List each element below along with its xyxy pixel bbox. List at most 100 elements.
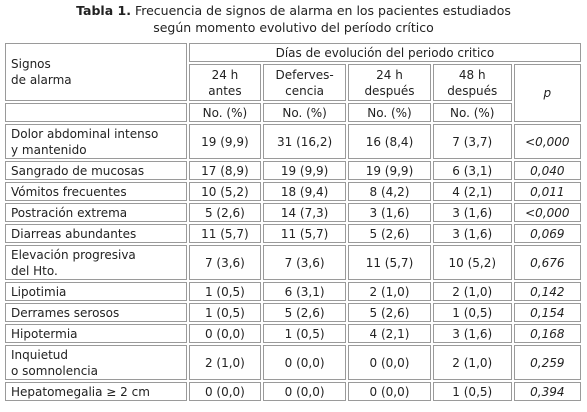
cell-text: 1 (0,5)	[284, 326, 325, 341]
cell-text: 0,676	[530, 255, 565, 270]
header-text: 48 h	[458, 67, 486, 82]
row-label-text: Derrames serosos	[11, 305, 120, 320]
value-cell: 18 (9,4)	[263, 182, 347, 201]
p-cell: 0,154	[513, 303, 581, 322]
value-cell: 19 (9,9)	[188, 124, 262, 159]
data-row: Hepatomegalia ≥ 2 cm 0 (0,0) 0 (0,0) 0 (0,0…	[5, 382, 581, 401]
table: Signos de alarma Días de evolución del per…	[3, 41, 583, 403]
cell-text: 10 (5,2)	[201, 184, 249, 199]
cell-text: 17 (8,9)	[201, 163, 249, 178]
unit-header: No. (%)	[188, 103, 262, 122]
cell-text: 1 (0,5)	[204, 284, 245, 299]
value-cell: 10 (5,2)	[188, 182, 262, 201]
p-cell: 0,011	[513, 182, 581, 201]
value-cell: 0 (0,0)	[263, 345, 347, 380]
value-cell: 16 (8,4)	[348, 124, 431, 159]
row-label-text: y mantenido	[11, 142, 87, 157]
value-cell: 5 (2,6)	[263, 303, 347, 322]
caption-line: según momento evolutivo del período crít…	[153, 20, 434, 35]
value-cell: 1 (0,5)	[263, 324, 347, 343]
cell-text: 0,154	[530, 305, 565, 320]
row-label-text: Inquietud	[11, 347, 69, 362]
p-cell: <0,000	[513, 203, 581, 222]
p-cell: 0,676	[513, 245, 581, 280]
data-row: Inquietud o somnolencia 2 (1,0) 0 (0,0) 0 (0…	[5, 345, 581, 380]
data-row: Diarreas abundantes 11 (5,7) 11 (5,7) 5 (2,…	[5, 224, 581, 243]
caption-label: Tabla 1.	[76, 3, 131, 18]
row-label: Hepatomegalia ≥ 2 cm	[5, 382, 187, 401]
cell-text: 0,259	[530, 355, 565, 370]
header-text: Deferves-	[275, 67, 334, 82]
header-text: Signos	[11, 57, 51, 71]
value-cell: 2 (1,0)	[432, 282, 512, 301]
row-label: Postración extrema	[5, 203, 187, 222]
value-cell: 19 (9,9)	[263, 161, 347, 180]
cell-text: 0 (0,0)	[369, 384, 410, 399]
row-label: Lipotimia	[5, 282, 187, 301]
cell-text: 8 (4,2)	[369, 184, 410, 199]
value-cell: 10 (5,2)	[432, 245, 512, 280]
header-text: Días de evolución del periodo critico	[275, 45, 495, 60]
column-header: 24 h antes	[188, 64, 262, 101]
cell-text: 3 (1,6)	[369, 205, 410, 220]
header-text: No. (%)	[282, 105, 327, 120]
cell-text: 6 (3,1)	[452, 163, 493, 178]
value-cell: 8 (4,2)	[348, 182, 431, 201]
value-cell: 7 (3,6)	[188, 245, 262, 280]
value-cell: 11 (5,7)	[348, 245, 431, 280]
cell-text: 7 (3,6)	[204, 255, 245, 270]
data-row: Sangrado de mucosas 17 (8,9) 19 (9,9) 19 (9…	[5, 161, 581, 180]
cell-text: 1 (0,5)	[452, 384, 493, 399]
cell-text: 1 (0,5)	[204, 305, 245, 320]
p-cell: <0,000	[513, 124, 581, 159]
cell-text: <0,000	[525, 134, 570, 149]
row-label-text: Dolor abdominal intenso	[11, 126, 159, 141]
value-cell: 5 (2,6)	[188, 203, 262, 222]
unit-header: No. (%)	[348, 103, 431, 122]
row-label-text: Sangrado de mucosas	[11, 163, 145, 178]
cell-text: 0,142	[530, 284, 565, 299]
data-row: Vómitos frecuentes 10 (5,2) 18 (9,4) 8 (4,2…	[5, 182, 581, 201]
header-text: antes	[208, 83, 242, 98]
cell-text: 11 (5,7)	[280, 226, 329, 241]
cell-text: 0 (0,0)	[284, 384, 325, 399]
value-cell: 1 (0,5)	[432, 382, 512, 401]
data-row: Postración extrema 5 (2,6) 14 (7,3) 3 (1,6)…	[5, 203, 581, 222]
unit-row: No. (%) No. (%) No. (%) No. (%)	[5, 103, 581, 122]
value-cell: 0 (0,0)	[348, 382, 431, 401]
row-label: Derrames serosos	[5, 303, 187, 322]
value-cell: 6 (3,1)	[263, 282, 347, 301]
value-cell: 3 (1,6)	[432, 203, 512, 222]
row-label: Inquietud o somnolencia	[5, 345, 187, 380]
data-row: Elevación progresiva del Hto. 7 (3,6) 7 (3,…	[5, 245, 581, 280]
cell-text: 10 (5,2)	[448, 255, 497, 270]
row-label-text: Hipotermia	[11, 326, 78, 341]
value-cell: 0 (0,0)	[263, 382, 347, 401]
row-label: Elevación progresiva del Hto.	[5, 245, 187, 280]
cell-text: 0 (0,0)	[369, 355, 410, 370]
value-cell: 7 (3,7)	[432, 124, 512, 159]
value-cell: 0 (0,0)	[188, 382, 262, 401]
value-cell: 4 (2,1)	[348, 324, 431, 343]
row-label: Hipotermia	[5, 324, 187, 343]
p-cell: 0,142	[513, 282, 581, 301]
value-cell: 7 (3,6)	[263, 245, 347, 280]
p-cell: 0,394	[513, 382, 581, 401]
row-label: Sangrado de mucosas	[5, 161, 187, 180]
value-cell: 1 (0,5)	[188, 282, 262, 301]
value-cell: 11 (5,7)	[188, 224, 262, 243]
value-cell: 19 (9,9)	[348, 161, 431, 180]
row-label: Diarreas abundantes	[5, 224, 187, 243]
value-cell: 4 (2,1)	[432, 182, 512, 201]
value-cell: 0 (0,0)	[188, 324, 262, 343]
header-text: cencia	[285, 83, 325, 98]
cell-text: 11 (5,7)	[365, 255, 414, 270]
header-text: de alarma	[11, 73, 72, 87]
data-row: Dolor abdominal intenso y mantenido 19 (9,…	[5, 124, 581, 159]
cell-text: 1 (0,5)	[452, 305, 493, 320]
cell-text: 7 (3,7)	[452, 134, 493, 149]
p-cell: 0,259	[513, 345, 581, 380]
unit-header: No. (%)	[263, 103, 347, 122]
